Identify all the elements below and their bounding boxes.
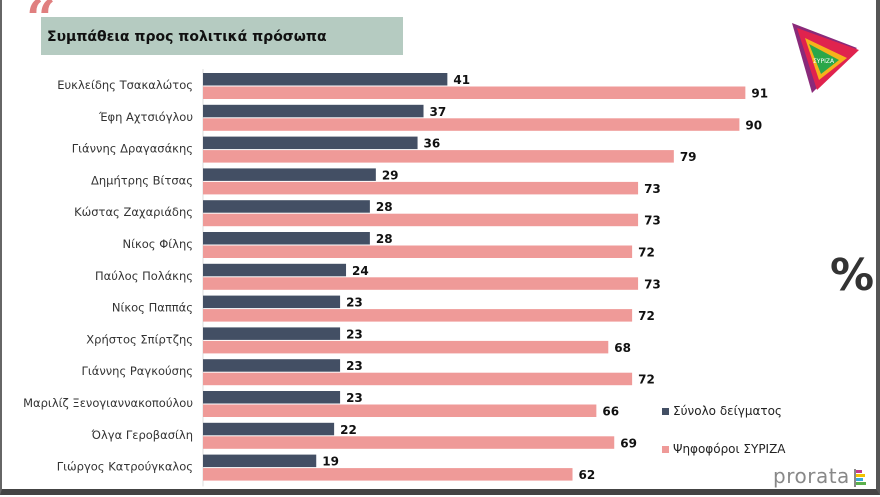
category-label: Νίκος Φίλης: [123, 237, 194, 251]
bar-sample: [203, 232, 370, 245]
bar-sample: [203, 73, 448, 86]
bar-syriza: [203, 404, 597, 417]
bar-syriza: [203, 468, 573, 481]
data-label: 19: [322, 455, 339, 469]
data-label: 29: [382, 168, 399, 182]
data-label: 37: [430, 105, 447, 119]
legend-item-sample: Σύνολο δείγματος: [662, 404, 782, 418]
brand-text: prorata: [773, 464, 850, 488]
bar-syriza: [203, 309, 633, 322]
bar-syriza: [203, 340, 609, 354]
category-label: Κώστας Ζαχαριάδης: [74, 205, 193, 219]
data-label: 91: [751, 87, 768, 101]
legend-item-syriza: Ψηφοφόροι ΣΥΡΙΖΑ: [662, 442, 786, 456]
data-label: 72: [638, 309, 655, 323]
category-label: Γιάννης Ραγκούσης: [81, 364, 193, 378]
bar-syriza: [203, 213, 639, 227]
data-label: 23: [346, 327, 363, 341]
title-box: Συμπάθεια προς πολιτικά πρόσωπα: [41, 17, 403, 55]
data-label: 28: [376, 232, 393, 246]
data-label: 41: [453, 73, 470, 87]
bar-sample: [203, 359, 341, 372]
bar-syriza: [203, 436, 615, 449]
legend-swatch: [662, 408, 669, 415]
legend-swatch: [662, 446, 669, 453]
bar-syriza: [203, 277, 639, 290]
data-label: 28: [376, 200, 393, 214]
category-label: Γιώργος Κατρούγκαλος: [57, 460, 193, 474]
bar-syriza: [203, 86, 746, 99]
legend-label: Ψηφοφόροι ΣΥΡΙΖΑ: [673, 442, 786, 456]
data-label: 36: [424, 137, 441, 151]
bar-sample: [203, 104, 424, 118]
category-label: Ευκλείδης Τσακαλώτος: [57, 78, 193, 92]
bar-syriza: [203, 150, 674, 163]
data-label: 72: [638, 246, 655, 260]
category-label: Έφη Αχτσιόγλου: [98, 110, 193, 124]
bar-sample: [203, 327, 341, 340]
svg-text:ΣΥΡΙΖΑ: ΣΥΡΙΖΑ: [813, 58, 835, 65]
syriza-logo: ΣΥΡΙΖΑ: [792, 23, 859, 93]
data-label: 73: [644, 182, 661, 196]
data-label: 73: [644, 214, 661, 228]
data-label: 73: [644, 277, 661, 291]
bar-syriza: [203, 181, 639, 195]
category-label: Όλγα Γεροβασίλη: [91, 428, 193, 442]
bar-sample: [203, 136, 418, 150]
category-label: Παύλος Πολάκης: [95, 269, 193, 283]
data-label: 23: [346, 359, 363, 373]
data-label: 62: [579, 468, 596, 482]
bar-sample: [203, 295, 341, 309]
bar-sample: [203, 391, 341, 404]
bar-sample: [203, 200, 370, 213]
percent-symbol: %: [830, 250, 875, 301]
bar-syriza: [203, 372, 633, 386]
data-label: 23: [346, 296, 363, 310]
chart-title: Συμπάθεια προς πολιτικά πρόσωπα: [47, 29, 327, 45]
category-label: Δημήτρης Βίτσας: [91, 173, 193, 187]
category-label: Γιάννης Δραγασάκης: [72, 142, 193, 156]
bar-sample: [203, 454, 317, 468]
data-label: 24: [352, 264, 369, 278]
bar-sample: [203, 263, 347, 277]
data-label: 90: [745, 118, 762, 132]
data-label: 69: [620, 436, 637, 450]
legend-label: Σύνολο δείγματος: [673, 404, 782, 418]
prorata-logo: prorata: [773, 464, 866, 488]
data-label: 23: [346, 391, 363, 405]
bar-sample: [203, 422, 335, 436]
data-label: 66: [602, 405, 619, 419]
data-label: 22: [340, 423, 357, 437]
category-label: Μαριλίζ Ξενογιαννακοπούλου: [23, 396, 193, 410]
data-label: 72: [638, 373, 655, 387]
category-label: Νίκος Παππάς: [112, 301, 193, 315]
bar-sample: [203, 168, 376, 181]
data-label: 68: [614, 341, 631, 355]
category-label: Χρήστος Σπίρτζης: [86, 332, 193, 346]
bar-syriza: [203, 245, 633, 258]
brand-bars-icon: [853, 468, 866, 487]
data-label: 79: [680, 150, 697, 164]
bar-syriza: [203, 118, 740, 131]
